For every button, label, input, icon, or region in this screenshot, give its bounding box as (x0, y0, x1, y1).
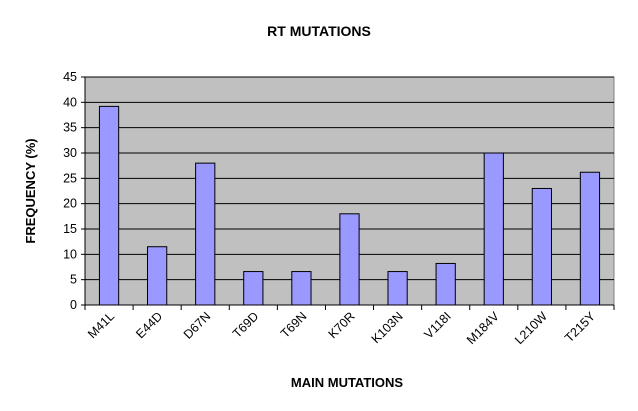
bar-t215y (579, 171, 601, 306)
gridlines (85, 76, 614, 281)
x-tick-label: L210W (512, 309, 550, 347)
x-tick-label: V118I (421, 309, 453, 341)
x-tick-label: T69D (230, 309, 262, 341)
bars (98, 105, 601, 306)
bar-m184v (483, 152, 504, 306)
bar-d67n (195, 162, 216, 306)
x-tick-label: K103N (369, 309, 406, 346)
x-tick-label: E44D (133, 309, 165, 341)
x-tick-label: K70R (326, 309, 358, 341)
x-tick-label: T69N (278, 309, 310, 341)
y-tick-label: 0 (70, 298, 77, 312)
y-tick-label: 45 (63, 70, 77, 84)
bar-l210w (531, 187, 552, 306)
bar-t69n (291, 271, 312, 306)
bar-k70r (339, 213, 360, 306)
bar-t69d (243, 271, 264, 306)
y-tick-label: 10 (63, 247, 77, 261)
y-tick-label: 5 (70, 273, 77, 287)
bar-k103n (387, 271, 408, 306)
bar-m41l (98, 105, 120, 306)
x-tick-label: T215Y (562, 309, 598, 345)
y-tick-label: 35 (63, 121, 77, 135)
bar-e44d (147, 246, 168, 306)
x-axis-title: MAIN MUTATIONS (291, 375, 403, 390)
y-axis-title: FREQUENCY (%) (23, 138, 38, 243)
y-tick-label: 30 (63, 146, 77, 160)
y-tick-labels: 0 5 10 15 20 25 30 35 40 45 (63, 70, 77, 312)
x-tick-label: M184V (464, 309, 502, 347)
chart-title: RT MUTATIONS (267, 23, 371, 39)
axes (81, 76, 615, 310)
y-tick-label: 15 (63, 222, 77, 236)
x-tick-labels: M41L E44D D67N T69D T69N K70R K103N V118I M184V L… (85, 309, 598, 347)
x-tick-label: M41L (85, 309, 117, 341)
y-tick-label: 20 (63, 197, 77, 211)
y-tick-label: 25 (63, 171, 77, 185)
y-tick-label: 40 (63, 95, 77, 109)
bar-v118i (435, 262, 456, 306)
x-tick-label: D67N (181, 309, 214, 342)
